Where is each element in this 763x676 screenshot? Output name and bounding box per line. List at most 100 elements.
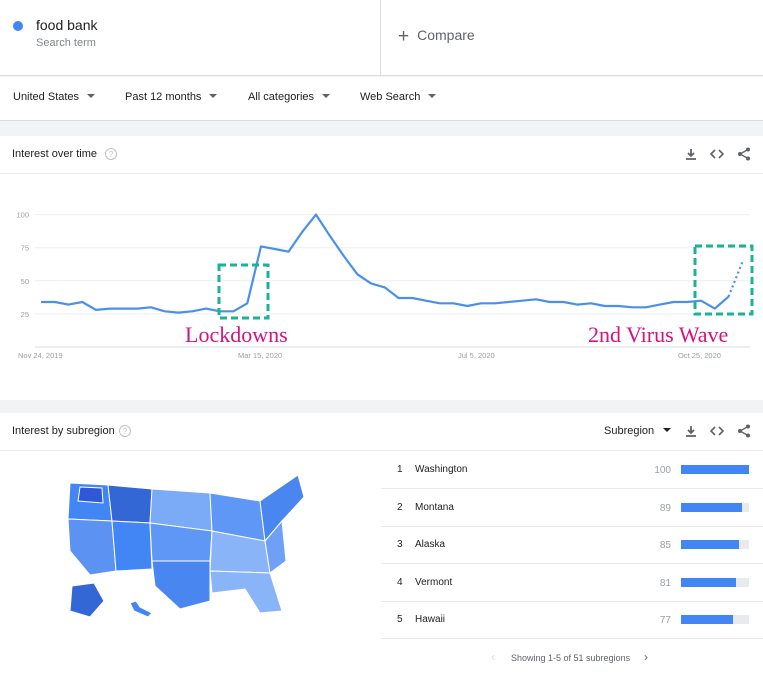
interest-bar-fill bbox=[681, 615, 734, 624]
region-name[interactable]: Vermont bbox=[415, 576, 453, 588]
subregion-dropdown-label: Subregion bbox=[604, 425, 655, 437]
interest-value: 89 bbox=[659, 502, 671, 514]
interest-value: 100 bbox=[654, 465, 671, 476]
map-region-northeast[interactable] bbox=[259, 474, 305, 543]
interest-bar-track bbox=[681, 540, 749, 549]
interest-bar-track bbox=[681, 465, 749, 474]
y-tick-label: 75 bbox=[21, 244, 29, 253]
map-region-montana[interactable] bbox=[107, 484, 153, 524]
us-subregion-map[interactable] bbox=[60, 461, 310, 621]
rank-number: 4 bbox=[397, 576, 403, 588]
lockdowns-highlight-box bbox=[217, 263, 270, 320]
dropdown-arrow-icon bbox=[428, 94, 437, 98]
chevron-right-icon[interactable]: › bbox=[644, 650, 648, 664]
rank-number: 3 bbox=[397, 539, 403, 550]
subregion-row[interactable]: 1 Washington 100 bbox=[381, 451, 763, 489]
interest-bar-fill bbox=[681, 540, 739, 549]
search-term-card[interactable]: food bank Search term bbox=[0, 0, 381, 76]
x-tick-label: Mar 15, 2020 bbox=[238, 351, 282, 360]
dropdown-arrow-icon bbox=[663, 428, 672, 432]
y-tick-label: 100 bbox=[16, 211, 29, 220]
rank-number: 5 bbox=[397, 614, 403, 625]
subregion-row[interactable]: 2 Montana 89 bbox=[381, 489, 763, 527]
property-filter[interactable]: Web Search bbox=[360, 91, 437, 103]
rank-number: 2 bbox=[397, 501, 403, 513]
chevron-left-icon[interactable]: ‹ bbox=[491, 650, 495, 664]
region-name[interactable]: Washington bbox=[415, 464, 468, 475]
second-wave-annotation: 2nd Virus Wave bbox=[588, 322, 728, 347]
time-filter[interactable]: Past 12 months bbox=[125, 91, 218, 103]
dropdown-arrow-icon bbox=[87, 94, 96, 98]
interest-over-time-title: Interest over time bbox=[12, 148, 97, 160]
dropdown-arrow-icon bbox=[322, 94, 331, 98]
x-axis-ticks: Nov 24, 2019 Mar 15, 2020 Jul 5, 2020 Oct 2… bbox=[18, 351, 721, 360]
chart-grid bbox=[35, 214, 750, 348]
interest-bar-fill bbox=[681, 577, 737, 587]
help-icon[interactable]: ? bbox=[119, 425, 131, 437]
filter-bar: United States Past 12 months All categor… bbox=[0, 77, 763, 121]
map-region-hawaii[interactable] bbox=[129, 600, 153, 618]
map-region-southeast[interactable] bbox=[209, 570, 283, 614]
x-tick-label: Nov 24, 2019 bbox=[18, 351, 63, 360]
subregion-row[interactable]: 4 Vermont 81 bbox=[381, 564, 763, 602]
embed-code-icon[interactable] bbox=[709, 146, 725, 162]
card-header: Interest by subregion ? Subregion bbox=[0, 413, 763, 451]
category-filter-label: All categories bbox=[248, 91, 315, 103]
interest-bar-track bbox=[681, 615, 749, 624]
category-filter[interactable]: All categories bbox=[248, 91, 331, 103]
series-line-food-bank bbox=[41, 213, 730, 314]
download-icon[interactable] bbox=[683, 423, 699, 439]
share-icon[interactable] bbox=[736, 146, 752, 162]
map-region-washington[interactable] bbox=[77, 486, 104, 504]
download-icon[interactable] bbox=[683, 146, 699, 162]
interest-value: 77 bbox=[659, 615, 671, 626]
map-region-mid-atlantic[interactable] bbox=[264, 519, 287, 574]
interest-bar-track bbox=[681, 577, 749, 587]
map-region-california-nevada[interactable] bbox=[67, 518, 117, 576]
region-filter[interactable]: United States bbox=[13, 91, 96, 103]
pagination-text: Showing 1-5 of 51 subregions bbox=[511, 653, 631, 663]
interest-value: 85 bbox=[659, 540, 671, 551]
interest-over-time-chart: 25 50 75 100 Nov 24, 2019 Mar 15, 2020 Jul 5,… bbox=[16, 211, 754, 360]
interest-over-time-card: Interest over time ? 25 50 75 100 Nov 24, 2… bbox=[0, 136, 763, 400]
interest-value: 81 bbox=[659, 577, 671, 589]
y-axis-ticks: 25 50 75 100 bbox=[16, 211, 29, 319]
interest-bar-fill bbox=[681, 465, 749, 474]
lockdowns-annotation: Lockdowns bbox=[185, 322, 288, 347]
time-filter-label: Past 12 months bbox=[125, 91, 202, 103]
interest-bar-track bbox=[681, 502, 749, 512]
help-icon[interactable]: ? bbox=[105, 148, 117, 160]
plus-icon: + bbox=[398, 26, 410, 47]
interest-by-subregion-title: Interest by subregion bbox=[12, 425, 115, 437]
map-region-texas[interactable] bbox=[151, 560, 211, 610]
share-icon[interactable] bbox=[736, 423, 752, 439]
series-color-dot bbox=[13, 21, 23, 31]
property-filter-label: Web Search bbox=[360, 91, 421, 103]
search-term-type: Search term bbox=[36, 37, 96, 49]
x-tick-label: Oct 25, 2020 bbox=[678, 351, 721, 360]
map-region-alaska[interactable] bbox=[69, 582, 105, 618]
search-bar: food bank Search term + Compare bbox=[0, 0, 763, 76]
x-tick-label: Jul 5, 2020 bbox=[458, 351, 495, 360]
compare-button[interactable]: + Compare bbox=[398, 26, 475, 48]
search-term-name[interactable]: food bank bbox=[36, 17, 98, 33]
region-filter-label: United States bbox=[13, 91, 80, 103]
y-tick-label: 25 bbox=[21, 310, 29, 319]
region-name[interactable]: Alaska bbox=[415, 539, 446, 550]
subregion-dropdown[interactable]: Subregion bbox=[604, 425, 672, 437]
region-name[interactable]: Hawaii bbox=[415, 614, 446, 625]
interest-bar-fill bbox=[681, 502, 742, 512]
subregion-row[interactable]: 5 Hawaii 77 bbox=[381, 601, 763, 639]
map-region-mountain-west[interactable] bbox=[111, 520, 153, 572]
dropdown-arrow-icon bbox=[209, 94, 218, 98]
interest-by-subregion-card: Interest by subregion ? Subregion 1 Washi… bbox=[0, 413, 763, 676]
card-header: Interest over time ? bbox=[0, 136, 763, 174]
y-tick-label: 50 bbox=[21, 277, 29, 286]
subregion-row[interactable]: 3 Alaska 85 bbox=[381, 526, 763, 564]
region-name[interactable]: Montana bbox=[415, 501, 454, 513]
rank-number: 1 bbox=[397, 464, 403, 475]
embed-code-icon[interactable] bbox=[709, 423, 725, 439]
compare-label: Compare bbox=[417, 27, 475, 43]
second-wave-highlight-box bbox=[693, 244, 754, 316]
series-line-partial bbox=[727, 261, 744, 298]
